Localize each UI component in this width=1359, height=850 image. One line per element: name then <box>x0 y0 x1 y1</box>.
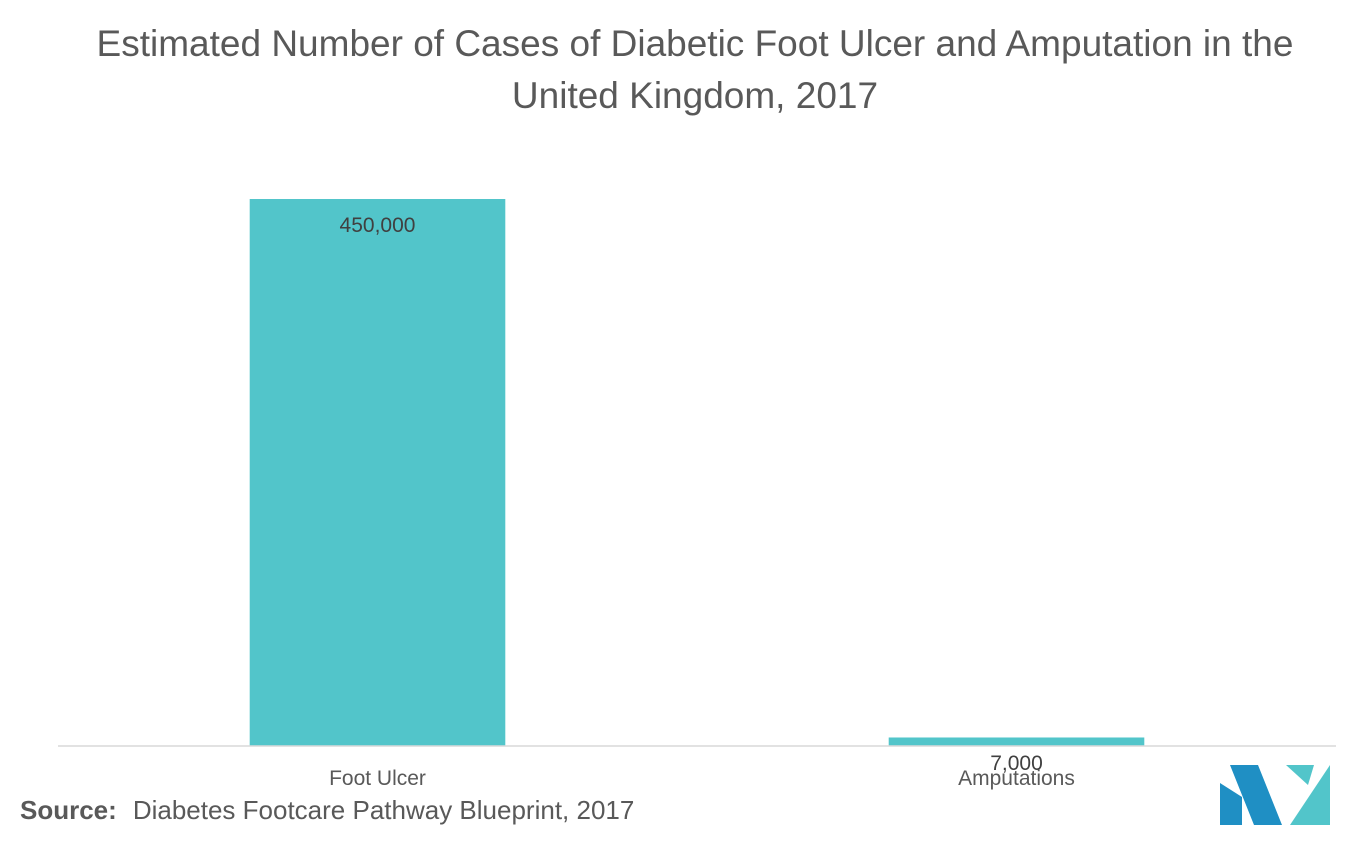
bar-labels-group: 450,000 7,000 <box>340 214 1043 775</box>
logo-shape-right-top <box>1286 765 1314 785</box>
source-text: Diabetes Footcare Pathway Blueprint, 201… <box>132 795 635 825</box>
source-label: Source: <box>20 795 117 825</box>
logo-shape-left <box>1220 783 1242 825</box>
x-tick-label-foot-ulcer: Foot Ulcer <box>329 767 426 790</box>
bar-foot-ulcer <box>249 199 506 746</box>
logo-shape-right <box>1290 765 1330 825</box>
source-note: Source: Diabetes Footcare Pathway Bluepri… <box>20 795 634 826</box>
data-label-amputations: 7,000 <box>990 752 1043 775</box>
logo-shape-mid <box>1230 765 1282 825</box>
chart-title: Estimated Number of Cases of Diabetic Fo… <box>96 23 1294 116</box>
x-tick-labels-group: Foot Ulcer Amputations <box>329 767 1075 790</box>
data-label-foot-ulcer: 450,000 <box>340 214 416 237</box>
x-tick-label-amputations: Amputations <box>958 767 1075 790</box>
mordor-intelligence-logo-icon <box>1220 765 1330 825</box>
bars-group <box>249 199 1145 746</box>
bar-amputations <box>888 737 1145 746</box>
